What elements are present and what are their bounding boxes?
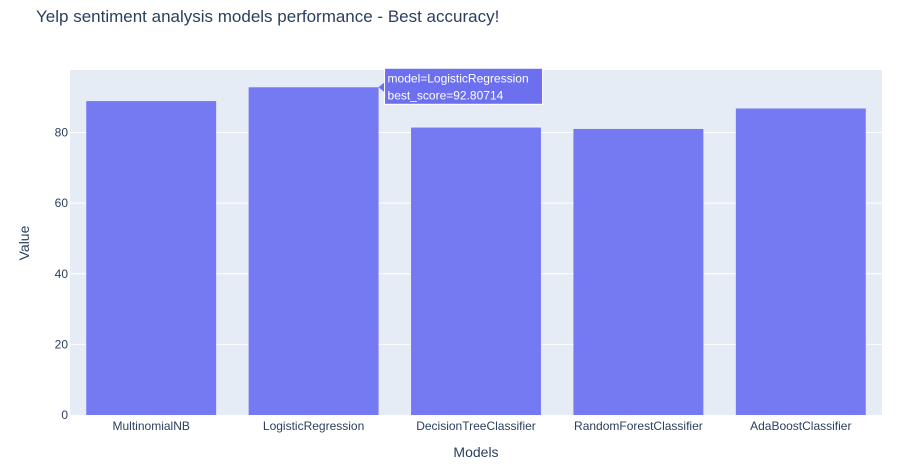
tooltip-pointer <box>378 82 385 93</box>
bar <box>735 108 866 416</box>
y-tick-label: 60 <box>55 196 69 210</box>
x-tick-label: DecisionTreeClassifier <box>416 419 536 433</box>
tooltip-line-score: best_score=92.80714 <box>388 88 504 102</box>
chart-title: Yelp sentiment analysis models performan… <box>36 7 499 26</box>
bar <box>411 127 541 416</box>
x-tick-labels: MultinomialNB LogisticRegression DecisionT… <box>113 419 852 433</box>
y-tick-label: 40 <box>55 267 69 281</box>
x-tick-label: RandomForestClassifier <box>574 419 703 433</box>
bar <box>248 87 379 415</box>
y-axis-title: Value <box>16 225 32 260</box>
x-tick-label: AdaBoostClassifier <box>750 419 851 433</box>
bar <box>573 128 704 415</box>
y-tick-label: 20 <box>55 337 69 351</box>
tooltip-box <box>384 67 544 105</box>
hover-tooltip: model=LogisticRegression best_score=92.8… <box>378 67 544 105</box>
y-tick-label: 0 <box>61 408 68 422</box>
y-tick-label: 80 <box>55 126 69 140</box>
y-tick-labels: 0 20 40 60 80 <box>55 126 69 422</box>
bars <box>86 87 866 416</box>
bar <box>86 101 217 416</box>
tooltip-line-model: model=LogisticRegression <box>388 71 529 85</box>
x-tick-label: MultinomialNB <box>113 419 190 433</box>
x-axis-title: Models <box>453 444 498 460</box>
x-tick-label: LogisticRegression <box>263 419 364 433</box>
